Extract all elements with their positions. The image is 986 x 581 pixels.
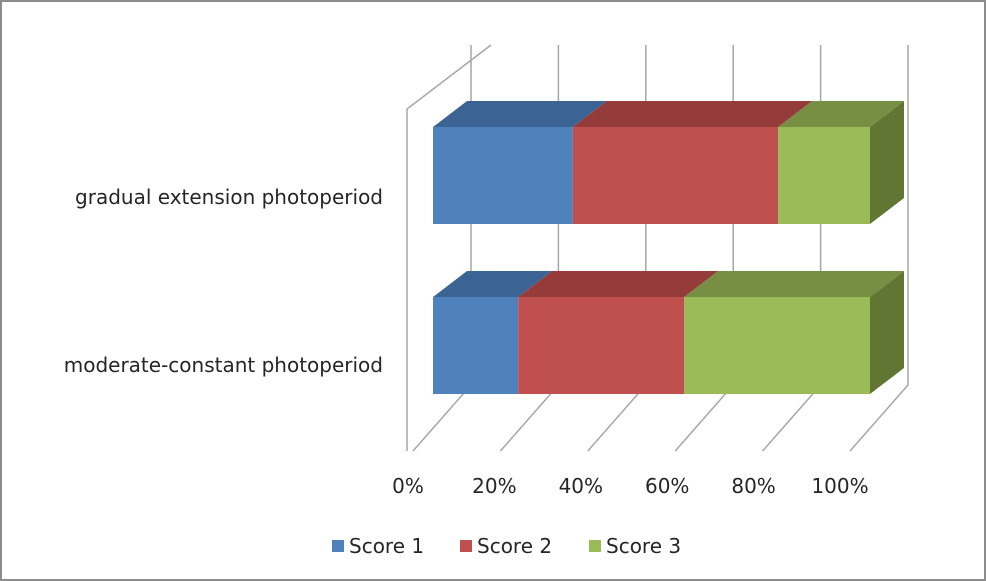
tick-label: 100%	[811, 474, 868, 498]
category-label: moderate-constant photoperiod	[64, 353, 383, 377]
bar-segment	[433, 127, 573, 224]
legend-swatch-score-2	[460, 540, 472, 552]
legend-label: Score 2	[477, 534, 552, 558]
floor-gridline	[762, 384, 822, 452]
tick-label: 40%	[559, 474, 603, 498]
legend: Score 1 Score 2 Score 3	[332, 534, 681, 558]
side-wall-edge	[406, 44, 492, 451]
bar-side	[870, 271, 904, 394]
bar-top	[433, 271, 553, 297]
bar-top	[778, 101, 904, 127]
bar-top	[572, 101, 813, 127]
tick-label: 0%	[392, 474, 424, 498]
legend-label: Score 3	[606, 534, 681, 558]
bar-side	[870, 101, 904, 224]
value-axis: 0% 20% 40% 60% 80% 100%	[392, 474, 868, 498]
bar-top	[433, 101, 607, 127]
bar-top	[684, 271, 904, 297]
floor-gridline	[849, 384, 909, 452]
legend-swatch-score-1	[332, 540, 344, 552]
bar-top	[518, 271, 719, 297]
bar-segment	[572, 127, 779, 224]
plot-bars	[433, 101, 904, 394]
category-axis: gradual extension photoperiod moderate-c…	[64, 185, 383, 377]
bar-segment	[433, 297, 519, 394]
category-label: gradual extension photoperiod	[75, 185, 383, 209]
floor-gridline	[499, 384, 559, 452]
tick-label: 60%	[645, 474, 689, 498]
floor-gridline	[674, 384, 734, 452]
bar-segment	[778, 127, 870, 224]
floor-gridline	[412, 384, 472, 452]
bar-segment	[684, 297, 870, 394]
legend-swatch-score-3	[589, 540, 601, 552]
bar-segment	[518, 297, 685, 394]
floor-gridline	[587, 384, 647, 452]
tick-label: 80%	[731, 474, 775, 498]
legend-label: Score 1	[349, 534, 424, 558]
tick-label: 20%	[472, 474, 516, 498]
